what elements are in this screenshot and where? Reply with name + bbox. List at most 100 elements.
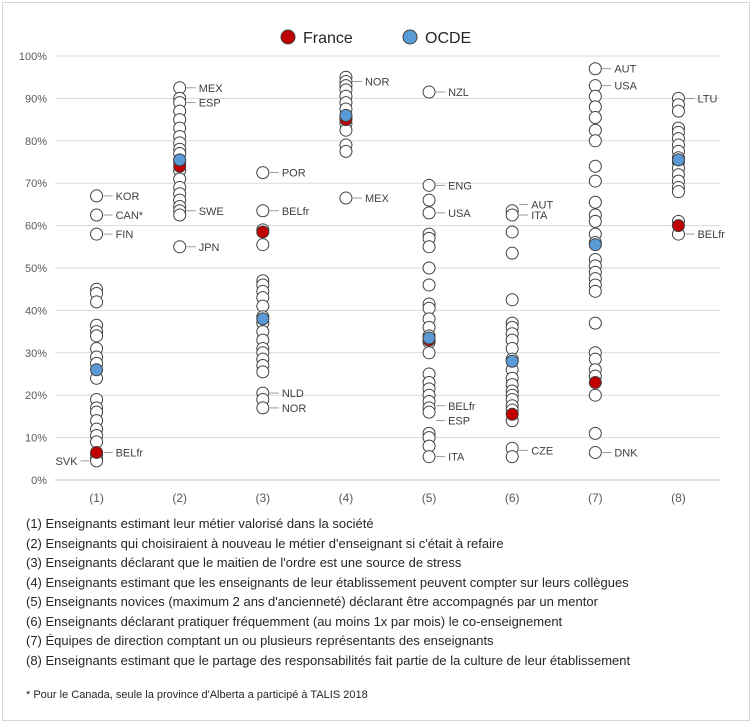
annotation-label: BELfr bbox=[116, 447, 144, 459]
annotation-label: USA bbox=[614, 81, 637, 93]
ocde-point bbox=[90, 363, 104, 377]
annotation-label: ESP bbox=[199, 98, 221, 110]
annotation-label: MEX bbox=[365, 193, 390, 205]
annotation-label: CZE bbox=[531, 445, 553, 457]
country-point bbox=[422, 193, 436, 207]
annotation-label: BELfr bbox=[282, 206, 310, 218]
country-point bbox=[505, 450, 519, 464]
scatter-chart: 0% 10% 20% 30% 40% 50% 60% 70% 80% 90% 100% (1) (2)… bbox=[19, 29, 726, 505]
x-tick-label: (5) bbox=[422, 491, 437, 505]
annotation-label: BELfr bbox=[697, 229, 725, 241]
france-point bbox=[505, 407, 519, 421]
note-6: (6) Enseignants déclarant pratiquer fréq… bbox=[26, 613, 563, 629]
country-point bbox=[588, 195, 602, 209]
annotation-label: MEX bbox=[199, 83, 224, 95]
data-points bbox=[90, 62, 685, 468]
footnote: * Pour le Canada, seule la province d'Al… bbox=[26, 689, 368, 701]
ocde-point bbox=[256, 312, 270, 326]
country-point bbox=[505, 225, 519, 239]
annotation-label: BELfr bbox=[448, 401, 476, 413]
x-tick-label: (1) bbox=[89, 491, 104, 505]
annotation-label: NZL bbox=[448, 87, 469, 99]
country-point bbox=[339, 191, 353, 205]
y-tick-label: 80% bbox=[25, 136, 47, 148]
country-point bbox=[422, 178, 436, 192]
y-tick-label: 40% bbox=[25, 305, 47, 317]
annotation-label: ESP bbox=[448, 416, 470, 428]
country-point bbox=[90, 227, 104, 241]
country-point bbox=[588, 134, 602, 148]
country-point bbox=[671, 185, 685, 199]
x-tick-label: (4) bbox=[339, 491, 354, 505]
ocde-point bbox=[339, 108, 353, 122]
annotation-label: SWE bbox=[199, 206, 224, 218]
ocde-point bbox=[505, 354, 519, 368]
annotation-label: FIN bbox=[116, 229, 134, 241]
annotation-label: ITA bbox=[448, 452, 465, 464]
country-point bbox=[588, 426, 602, 440]
annotation-label: POR bbox=[282, 168, 306, 180]
ocde-point bbox=[422, 331, 436, 345]
france-point bbox=[90, 445, 104, 459]
france-point bbox=[256, 225, 270, 239]
annotation-label: NOR bbox=[282, 403, 307, 415]
annotation-label: KOR bbox=[116, 191, 140, 203]
country-point bbox=[588, 316, 602, 330]
country-point bbox=[422, 85, 436, 99]
country-point bbox=[422, 278, 436, 292]
ocde-point bbox=[588, 238, 602, 252]
annotation-label: ENG bbox=[448, 180, 472, 192]
country-point bbox=[588, 284, 602, 298]
country-point bbox=[505, 293, 519, 307]
country-point bbox=[588, 214, 602, 228]
annotation-labels: KOR CAN* FIN SVK BELfr MEX ESP SWE JPN POR BELfr NL… bbox=[56, 64, 726, 468]
country-point bbox=[422, 261, 436, 275]
legend-marker bbox=[280, 29, 296, 45]
y-tick-label: 50% bbox=[25, 263, 47, 275]
country-point bbox=[505, 208, 519, 222]
country-point bbox=[588, 445, 602, 459]
country-point bbox=[422, 206, 436, 220]
note-1: (1) Enseignants estimant leur métier val… bbox=[26, 516, 374, 531]
annotation-label: AUT bbox=[614, 64, 636, 76]
country-point bbox=[256, 166, 270, 180]
country-point bbox=[588, 174, 602, 188]
country-point bbox=[588, 62, 602, 76]
country-point bbox=[90, 189, 104, 203]
x-tick-label: (2) bbox=[172, 491, 187, 505]
country-point bbox=[256, 238, 270, 252]
country-point bbox=[256, 401, 270, 415]
annotation-label: CAN* bbox=[116, 210, 144, 222]
annotation-label: LTU bbox=[697, 93, 717, 105]
y-axis-ticks: 0% 10% 20% 30% 40% 50% 60% 70% 80% 90% 100% bbox=[19, 51, 47, 487]
country-point bbox=[90, 208, 104, 222]
country-point bbox=[256, 365, 270, 379]
annotation-label: SVK bbox=[56, 456, 79, 468]
country-point bbox=[339, 144, 353, 158]
country-point bbox=[173, 208, 187, 222]
country-point bbox=[588, 388, 602, 402]
annotation-leaders bbox=[80, 68, 695, 462]
annotation-label: USA bbox=[448, 208, 471, 220]
legend-label: OCDE bbox=[425, 30, 471, 47]
y-tick-label: 30% bbox=[25, 348, 47, 360]
country-point bbox=[173, 240, 187, 254]
country-point bbox=[505, 246, 519, 260]
country-point bbox=[256, 204, 270, 218]
note-4: (4) Enseignants estimant que les enseign… bbox=[26, 574, 629, 590]
country-point bbox=[588, 159, 602, 173]
y-tick-label: 100% bbox=[19, 51, 47, 63]
annotation-label: ITA bbox=[531, 210, 548, 222]
ocde-point bbox=[173, 153, 187, 167]
annotation-label: JPN bbox=[199, 242, 220, 254]
y-tick-label: 60% bbox=[25, 221, 47, 233]
x-tick-label: (6) bbox=[505, 491, 520, 505]
x-tick-label: (8) bbox=[671, 491, 686, 505]
x-tick-label: (7) bbox=[588, 491, 603, 505]
y-tick-label: 10% bbox=[25, 433, 47, 445]
y-tick-label: 20% bbox=[25, 390, 47, 402]
legend-label: France bbox=[303, 30, 353, 47]
category-notes: (1) Enseignants estimant leur métier val… bbox=[26, 514, 746, 670]
note-3: (3) Enseignants déclarant que le maitien… bbox=[26, 555, 462, 570]
